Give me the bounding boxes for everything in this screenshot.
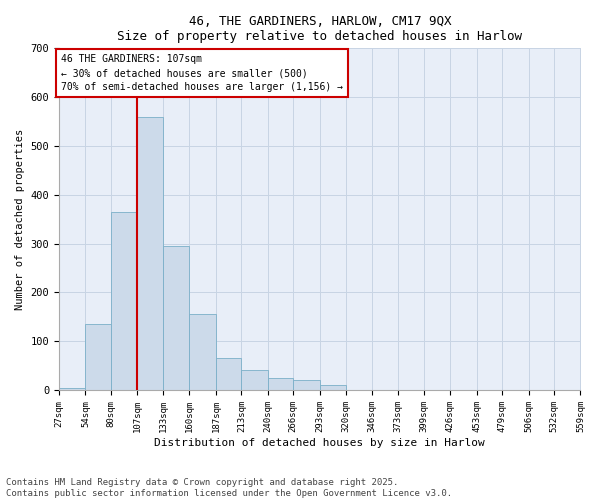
Bar	[137, 116, 163, 390]
Bar	[320, 385, 346, 390]
Text: Contains HM Land Registry data © Crown copyright and database right 2025.
Contai: Contains HM Land Registry data © Crown c…	[6, 478, 452, 498]
Bar	[85, 324, 111, 390]
Bar	[59, 388, 85, 390]
Bar	[268, 378, 293, 390]
Y-axis label: Number of detached properties: Number of detached properties	[15, 128, 25, 310]
X-axis label: Distribution of detached houses by size in Harlow: Distribution of detached houses by size …	[154, 438, 485, 448]
Bar	[241, 370, 268, 390]
Bar	[293, 380, 320, 390]
Bar	[190, 314, 216, 390]
Bar	[216, 358, 241, 390]
Bar	[163, 246, 190, 390]
Bar	[111, 212, 137, 390]
Text: 46 THE GARDINERS: 107sqm
← 30% of detached houses are smaller (500)
70% of semi-: 46 THE GARDINERS: 107sqm ← 30% of detach…	[61, 54, 343, 92]
Title: 46, THE GARDINERS, HARLOW, CM17 9QX
Size of property relative to detached houses: 46, THE GARDINERS, HARLOW, CM17 9QX Size…	[117, 15, 522, 43]
